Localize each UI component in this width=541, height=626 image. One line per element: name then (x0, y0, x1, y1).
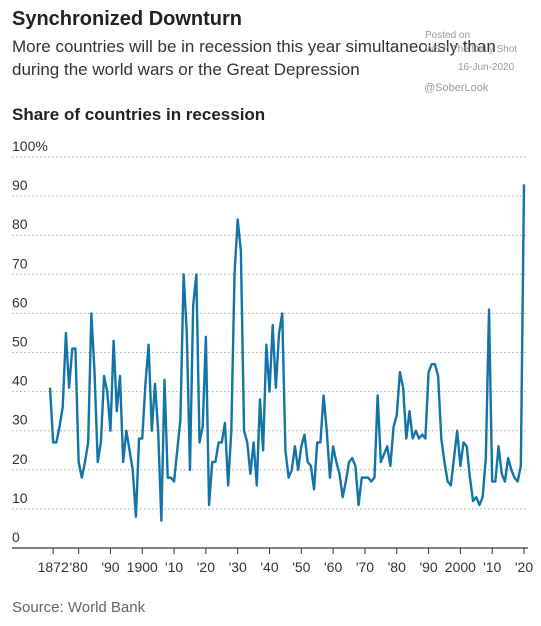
x-tick-label: '50 (292, 559, 310, 575)
x-tick-label: 1872 (38, 559, 69, 575)
x-tick-label: '60 (324, 559, 342, 575)
y-tick-label: 30 (12, 412, 28, 428)
y-tick-label: 100% (12, 138, 48, 154)
y-axis-title: Share of countries in recession (12, 105, 265, 124)
x-tick-label: '70 (356, 559, 374, 575)
x-tick-label: '10 (483, 559, 501, 575)
watermark: Posted on (425, 30, 470, 41)
y-tick-label: 50 (12, 334, 28, 350)
x-tick-label: '30 (229, 559, 247, 575)
x-tick-label: '20 (197, 559, 215, 575)
x-tick-label: '90 (101, 559, 119, 575)
x-tick-label: '90 (419, 559, 437, 575)
y-tick-label: 80 (12, 216, 28, 232)
y-tick-label: 0 (12, 529, 20, 545)
y-tick-label: 20 (12, 451, 28, 467)
y-tick-label: 90 (12, 177, 28, 193)
source: Source: World Bank (12, 599, 146, 616)
x-tick-label: '80 (388, 559, 406, 575)
watermark: @SoberLook (424, 82, 489, 94)
x-tick-label: '10 (165, 559, 183, 575)
subtitle: More countries will be in recession this… (12, 37, 496, 56)
y-tick-label: 40 (12, 373, 28, 389)
chart-title: Synchronized Downturn (12, 8, 242, 30)
y-tick-label: 60 (12, 294, 28, 310)
subtitle: during the world wars or the Great Depre… (12, 60, 360, 79)
data-line (48, 184, 526, 522)
x-tick-label: '80 (70, 559, 88, 575)
y-tick-label: 70 (12, 255, 28, 271)
x-tick-label: '40 (260, 559, 278, 575)
watermark: WSJ: The Daily Shot (425, 44, 517, 55)
x-tick-label: 2000 (445, 559, 476, 575)
x-tick-label: 1900 (127, 559, 158, 575)
y-tick-label: 10 (12, 490, 28, 506)
x-tick-label: '20 (515, 559, 533, 575)
watermark: 16-Jun-2020 (458, 62, 515, 73)
